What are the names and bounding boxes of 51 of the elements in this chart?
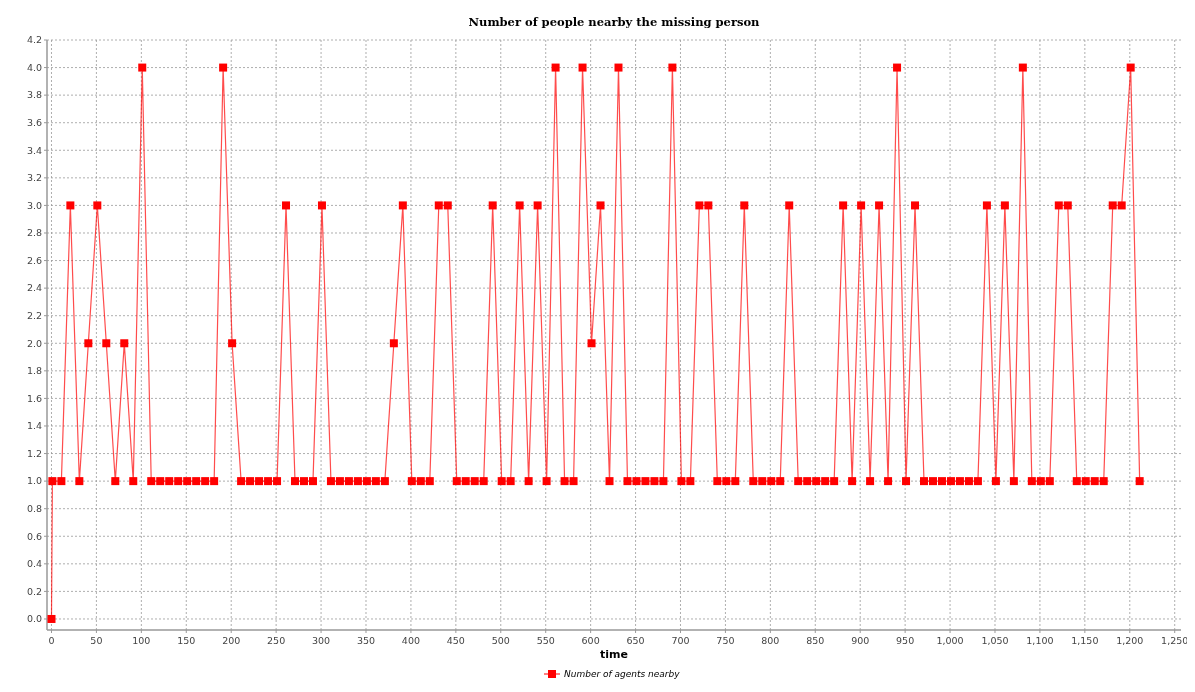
x-tick-label: 1,250 [1161, 635, 1189, 646]
y-tick-label: 1.6 [26, 392, 42, 404]
y-tick-label: 4.0 [26, 61, 42, 73]
legend-label: Number of agents nearby [564, 669, 681, 680]
x-tick-label: 1,050 [981, 635, 1009, 646]
x-tick-label: 200 [222, 635, 241, 646]
x-tick-label: 700 [671, 635, 690, 646]
x-tick-label: 500 [491, 635, 510, 646]
y-tick-label: 3.6 [26, 117, 42, 129]
y-tick-label: 3.2 [26, 172, 42, 184]
x-tick-label: 1,100 [1026, 635, 1054, 646]
y-tick-label: 2.8 [26, 227, 42, 239]
y-tick-label: 0.4 [26, 558, 42, 570]
y-tick-label: 2.4 [26, 282, 42, 294]
x-tick-label: 250 [267, 635, 286, 646]
x-tick-label: 450 [446, 635, 465, 646]
x-tick-label: 550 [536, 635, 555, 646]
chart-title: Number of people nearby the missing person [468, 15, 761, 29]
x-tick-label: 1,150 [1071, 635, 1099, 646]
y-tick-label: 1.4 [26, 420, 42, 432]
x-tick-label: 900 [851, 635, 870, 646]
x-tick-label: 400 [401, 635, 420, 646]
x-axis-title: time [600, 648, 628, 661]
x-tick-label: 100 [132, 635, 151, 646]
x-tick-label: 600 [581, 635, 600, 646]
y-tick-label: 2.2 [26, 310, 42, 322]
x-tick-label: 750 [716, 635, 735, 646]
x-tick-label: 650 [626, 635, 645, 646]
x-tick-label: 50 [90, 635, 103, 646]
y-tick-label: 3.8 [26, 89, 42, 101]
x-tick-label: 1,200 [1116, 635, 1144, 646]
y-tick-label: 4.2 [26, 34, 42, 46]
y-tick-label: 1.8 [26, 365, 42, 377]
x-tick-label: 0 [48, 635, 55, 646]
y-tick-label: 1.0 [26, 475, 42, 487]
y-tick-label: 3.0 [26, 199, 42, 211]
x-tick-label: 300 [311, 635, 331, 646]
y-tick-label: 1.2 [26, 447, 42, 459]
y-tick-label: 2.0 [26, 337, 42, 349]
y-tick-label: 2.6 [26, 254, 42, 266]
x-tick-label: 150 [177, 635, 196, 646]
y-tick-label: 0.8 [26, 503, 42, 515]
x-tick-label: 350 [356, 635, 376, 646]
x-tick-label: 950 [896, 635, 915, 646]
x-tick-label: 1,000 [936, 635, 964, 646]
x-tick-label: 800 [761, 635, 780, 646]
y-tick-label: 0.0 [26, 613, 42, 625]
x-tick-label: 850 [806, 635, 825, 646]
y-tick-label: 3.4 [26, 144, 42, 156]
y-tick-label: 0.2 [26, 585, 42, 597]
y-tick-label: 0.6 [26, 530, 42, 542]
